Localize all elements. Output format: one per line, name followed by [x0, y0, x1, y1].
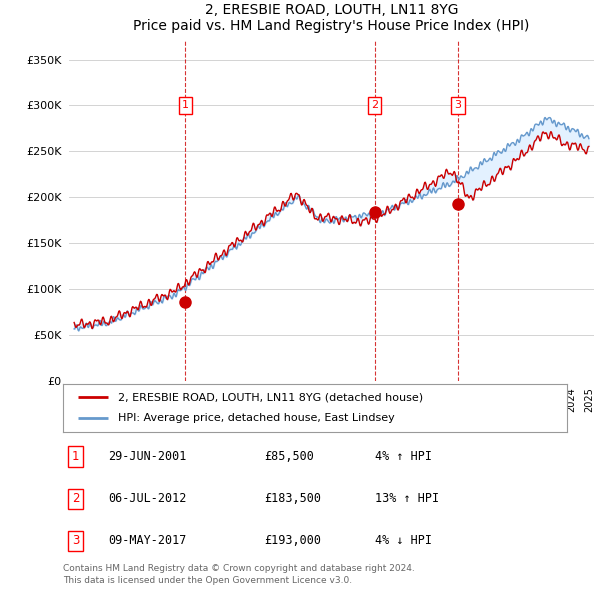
- Title: 2, ERESBIE ROAD, LOUTH, LN11 8YG
Price paid vs. HM Land Registry's House Price I: 2, ERESBIE ROAD, LOUTH, LN11 8YG Price p…: [133, 3, 530, 33]
- Text: 3: 3: [454, 100, 461, 110]
- Text: 3: 3: [72, 534, 79, 547]
- Text: £193,000: £193,000: [265, 534, 322, 547]
- Text: 2: 2: [72, 492, 79, 505]
- Text: 4% ↓ HPI: 4% ↓ HPI: [376, 534, 433, 547]
- Text: 1: 1: [182, 100, 189, 110]
- Text: HPI: Average price, detached house, East Lindsey: HPI: Average price, detached house, East…: [118, 414, 395, 424]
- Text: 4% ↑ HPI: 4% ↑ HPI: [376, 450, 433, 463]
- Text: 13% ↑ HPI: 13% ↑ HPI: [376, 492, 440, 505]
- Text: 06-JUL-2012: 06-JUL-2012: [109, 492, 187, 505]
- Text: 29-JUN-2001: 29-JUN-2001: [109, 450, 187, 463]
- Text: 09-MAY-2017: 09-MAY-2017: [109, 534, 187, 547]
- Text: 1: 1: [72, 450, 79, 463]
- Text: £85,500: £85,500: [265, 450, 314, 463]
- Text: 2, ERESBIE ROAD, LOUTH, LN11 8YG (detached house): 2, ERESBIE ROAD, LOUTH, LN11 8YG (detach…: [118, 392, 424, 402]
- Text: 2: 2: [371, 100, 378, 110]
- Text: Contains HM Land Registry data © Crown copyright and database right 2024.
This d: Contains HM Land Registry data © Crown c…: [63, 565, 415, 585]
- Text: £183,500: £183,500: [265, 492, 322, 505]
